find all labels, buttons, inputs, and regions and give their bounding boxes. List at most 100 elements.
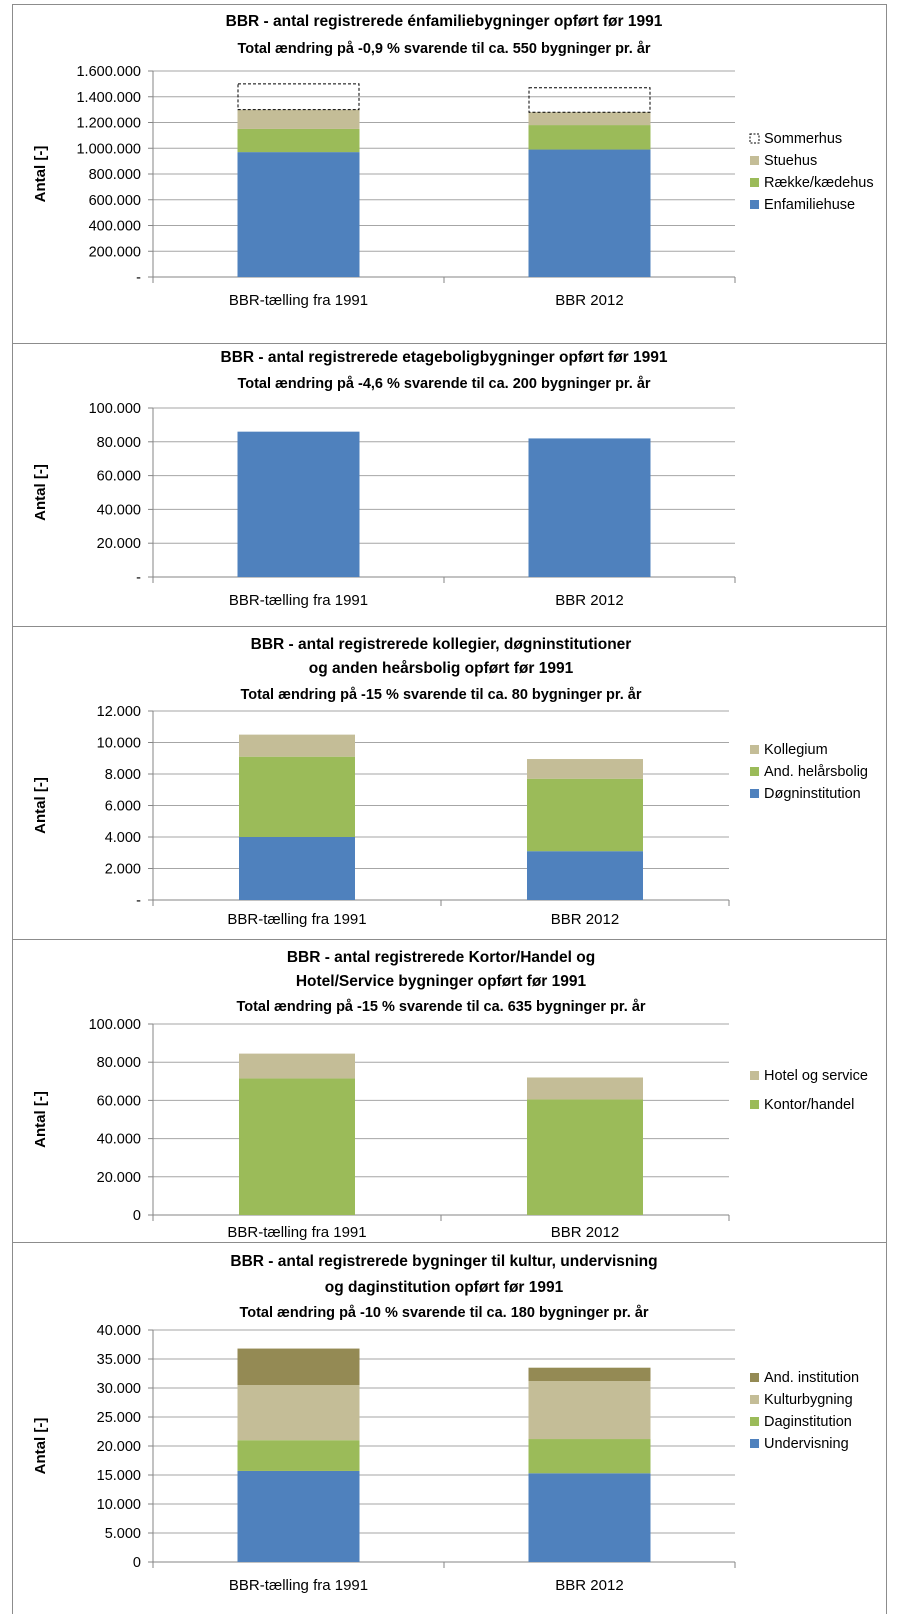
chart-panel-5: BBR - antal registrerede bygninger til k… [12,1242,887,1615]
bar-segment-stuehus-2 [528,112,651,126]
bar-segment-kulturbygning-2 [528,1381,651,1440]
chart-panel-4: BBR - antal registrerede Kortor/Handel o… [12,939,887,1243]
y-tick-label: 0 [133,1555,141,1571]
legend-entry: Hotel og service [764,1068,868,1084]
x-category-label: BBR-tælling fra 1991 [227,911,366,928]
chart-title: BBR - antal registrerede kollegier, døgn… [251,636,632,653]
y-axis-label: Antal [-] [32,464,49,521]
chart-title: BBR - antal registrerede bygninger til k… [230,1253,657,1270]
bar-segment-døgninstitution-1 [239,837,355,900]
y-tick-label: 25.000 [97,1410,141,1426]
y-tick-label: 10.000 [97,1497,141,1513]
chart-subtitle: Total ændring på -15 % svarende til ca. … [240,687,641,703]
chart-subtitle: Total ændring på -4,6 % svarende til ca.… [237,376,650,392]
y-tick-label: 20.000 [97,536,141,552]
bar-segment-enfamiliehuse-2 [528,149,651,277]
chart-title: og daginstitution opført før 1991 [325,1279,564,1296]
legend-entry: Kontor/handel [764,1097,854,1113]
y-tick-label: 2.000 [105,862,141,878]
y-tick-label: 600.000 [89,193,141,209]
y-tick-label: 8.000 [105,767,141,783]
legend-swatch [750,1373,759,1382]
legend-swatch [750,767,759,776]
y-tick-label: 40.000 [97,1132,141,1148]
y-tick-label: 1.200.000 [76,116,141,132]
y-tick-label: 40.000 [97,502,141,518]
y-tick-label: 20.000 [97,1170,141,1186]
legend-entry: Kulturbygning [764,1392,853,1408]
legend-swatch [750,789,759,798]
x-category-label: BBR 2012 [555,592,623,609]
panel-frame [12,1242,887,1615]
y-tick-label: 200.000 [89,244,141,260]
chart-title: og anden heårsbolig opført før 1991 [309,660,574,677]
y-tick-label: 6.000 [105,799,141,815]
bar-segment-hotel-og-service-1 [239,1053,355,1079]
y-axis-label: Antal [-] [32,146,49,203]
y-tick-label: 5.000 [105,1526,141,1542]
legend-swatch [750,200,759,209]
x-category-label: BBR 2012 [551,911,619,928]
bar-segment-hotel-og-service-2 [527,1077,643,1100]
chart-subtitle: Total ændring på -15 % svarende til ca. … [236,999,645,1015]
y-axis-label: Antal [-] [32,777,49,834]
legend-swatch [750,1417,759,1426]
bar-segment-kollegium-2 [527,759,643,779]
legend-entry: Kollegium [764,742,828,758]
bar-segment-kollegium-1 [239,734,355,757]
bar-segment-and-institution-1 [237,1348,360,1386]
chart-title: Hotel/Service bygninger opført før 1991 [296,973,587,990]
x-category-label: BBR-tælling fra 1991 [229,592,368,609]
chart-title: BBR - antal registrerede énfamiliebygnin… [226,13,663,30]
y-tick-label: 20.000 [97,1439,141,1455]
legend-swatch [750,745,759,754]
bar-segment-døgninstitution-2 [527,851,643,900]
bar-segment-kontor-handel-2 [527,1099,643,1215]
y-tick-label: 15.000 [97,1468,141,1484]
y-tick-label: 30.000 [97,1381,141,1397]
panel-frame [12,343,887,627]
y-tick-label: 100.000 [89,401,141,417]
chart-title: BBR - antal registrerede etageboligbygni… [221,349,668,366]
y-tick-label: - [136,570,141,586]
legend-entry: Række/kædehus [764,175,874,191]
y-tick-label: 10.000 [97,736,141,752]
bar-segment-daginstitution-1 [237,1440,360,1471]
y-tick-label: 80.000 [97,1055,141,1071]
legend-entry: And. helårsbolig [764,764,868,780]
legend-entry: And. institution [764,1370,859,1386]
chart-panel-3: BBR - antal registrerede kollegier, døgn… [12,626,887,940]
bar-segment-række-kædehus-2 [528,125,651,150]
bar-segment-kontor-handel-1 [239,1078,355,1215]
legend-swatch [749,133,760,144]
legend-entry: Stuehus [764,153,817,169]
bar-segment-and-helårsbolig-2 [527,778,643,852]
bar-segment-undervisning-1 [237,1470,360,1562]
x-category-label: BBR 2012 [555,292,623,309]
x-category-label: BBR 2012 [555,1577,623,1594]
legend-swatch [750,1439,759,1448]
bar-segment-undervisning-2 [528,1473,651,1562]
legend-swatch [750,1071,759,1080]
panel-frame [12,626,887,940]
bar-segment-and-institution-2 [528,1367,651,1382]
legend-swatch [750,156,759,165]
y-tick-label: 0 [133,1208,141,1224]
y-tick-label: 35.000 [97,1352,141,1368]
legend-entry: Døgninstitution [764,786,861,802]
y-tick-label: 60.000 [97,469,141,485]
legend-swatch [750,1395,759,1404]
y-tick-label: 4.000 [105,830,141,846]
x-category-label: BBR 2012 [551,1224,619,1241]
bar-segment-series-1 [237,431,360,577]
y-axis-label: Antal [-] [32,1091,49,1148]
panel-frame [12,939,887,1243]
bar-segment-række-kædehus-1 [237,128,360,153]
chart-subtitle: Total ændring på -0,9 % svarende til ca.… [237,41,650,57]
chart-subtitle: Total ændring på -10 % svarende til ca. … [239,1305,648,1321]
bar-segment-sommerhus-2 [528,87,651,113]
y-tick-label: 40.000 [97,1323,141,1339]
legend-swatch [750,1100,759,1109]
